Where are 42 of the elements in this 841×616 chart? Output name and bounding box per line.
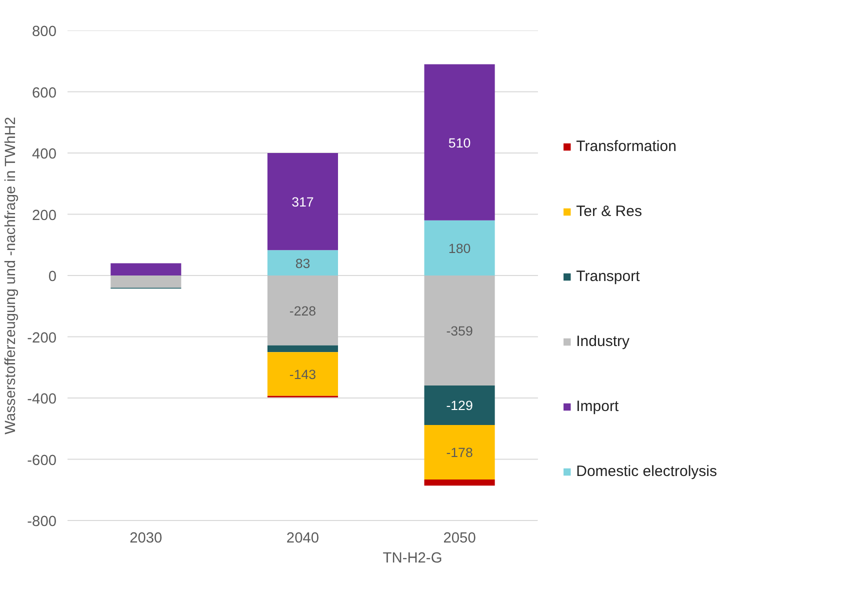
legend-label: Import <box>576 398 619 415</box>
bar <box>424 385 495 425</box>
bar <box>110 263 182 276</box>
data-label: 83 <box>295 256 310 271</box>
y-tick-label: -400 <box>27 392 57 408</box>
bar <box>267 276 338 346</box>
data-label: -129 <box>446 398 473 414</box>
data-label: 317 <box>292 194 314 210</box>
data-label: -359 <box>446 323 473 338</box>
bar <box>267 345 338 352</box>
bar <box>267 250 338 276</box>
bar <box>424 64 495 220</box>
bar <box>267 153 338 250</box>
y-tick-label: 400 <box>32 146 57 162</box>
bar <box>424 479 495 486</box>
x-tick-label: 2030 <box>130 530 162 546</box>
data-label: -143 <box>289 366 316 382</box>
x-tick-label: 2040 <box>286 530 320 546</box>
legend-label: Ter & Res <box>576 203 642 220</box>
y-tick-label: 800 <box>32 24 57 40</box>
x-axis-title: TN-H2-G <box>382 550 442 566</box>
y-tick-label: 0 <box>48 269 57 285</box>
bar <box>424 220 495 276</box>
y-tick-label: -200 <box>27 330 57 346</box>
x-tick-label: 2050 <box>443 530 476 546</box>
y-tick-label: -600 <box>27 452 57 469</box>
y-tick-label: 200 <box>32 208 57 224</box>
legend-label: Industry <box>576 333 630 350</box>
bar <box>110 276 182 288</box>
bar <box>267 352 338 396</box>
y-tick-label: -800 <box>27 514 57 530</box>
legend-label: Transformation <box>576 138 676 155</box>
data-label: 180 <box>448 240 471 256</box>
data-label: -178 <box>446 445 473 460</box>
legend-label: Domestic electrolysis <box>576 463 717 480</box>
bar <box>424 424 495 480</box>
y-axis-title: Wasserstofferzeugung und -nachfrage in TWhH2 <box>3 116 20 434</box>
legend-label: Transport <box>576 268 640 285</box>
data-label: 510 <box>448 135 471 150</box>
y-tick-label: 600 <box>32 85 57 102</box>
data-label: -228 <box>289 303 316 318</box>
bar <box>424 276 495 386</box>
